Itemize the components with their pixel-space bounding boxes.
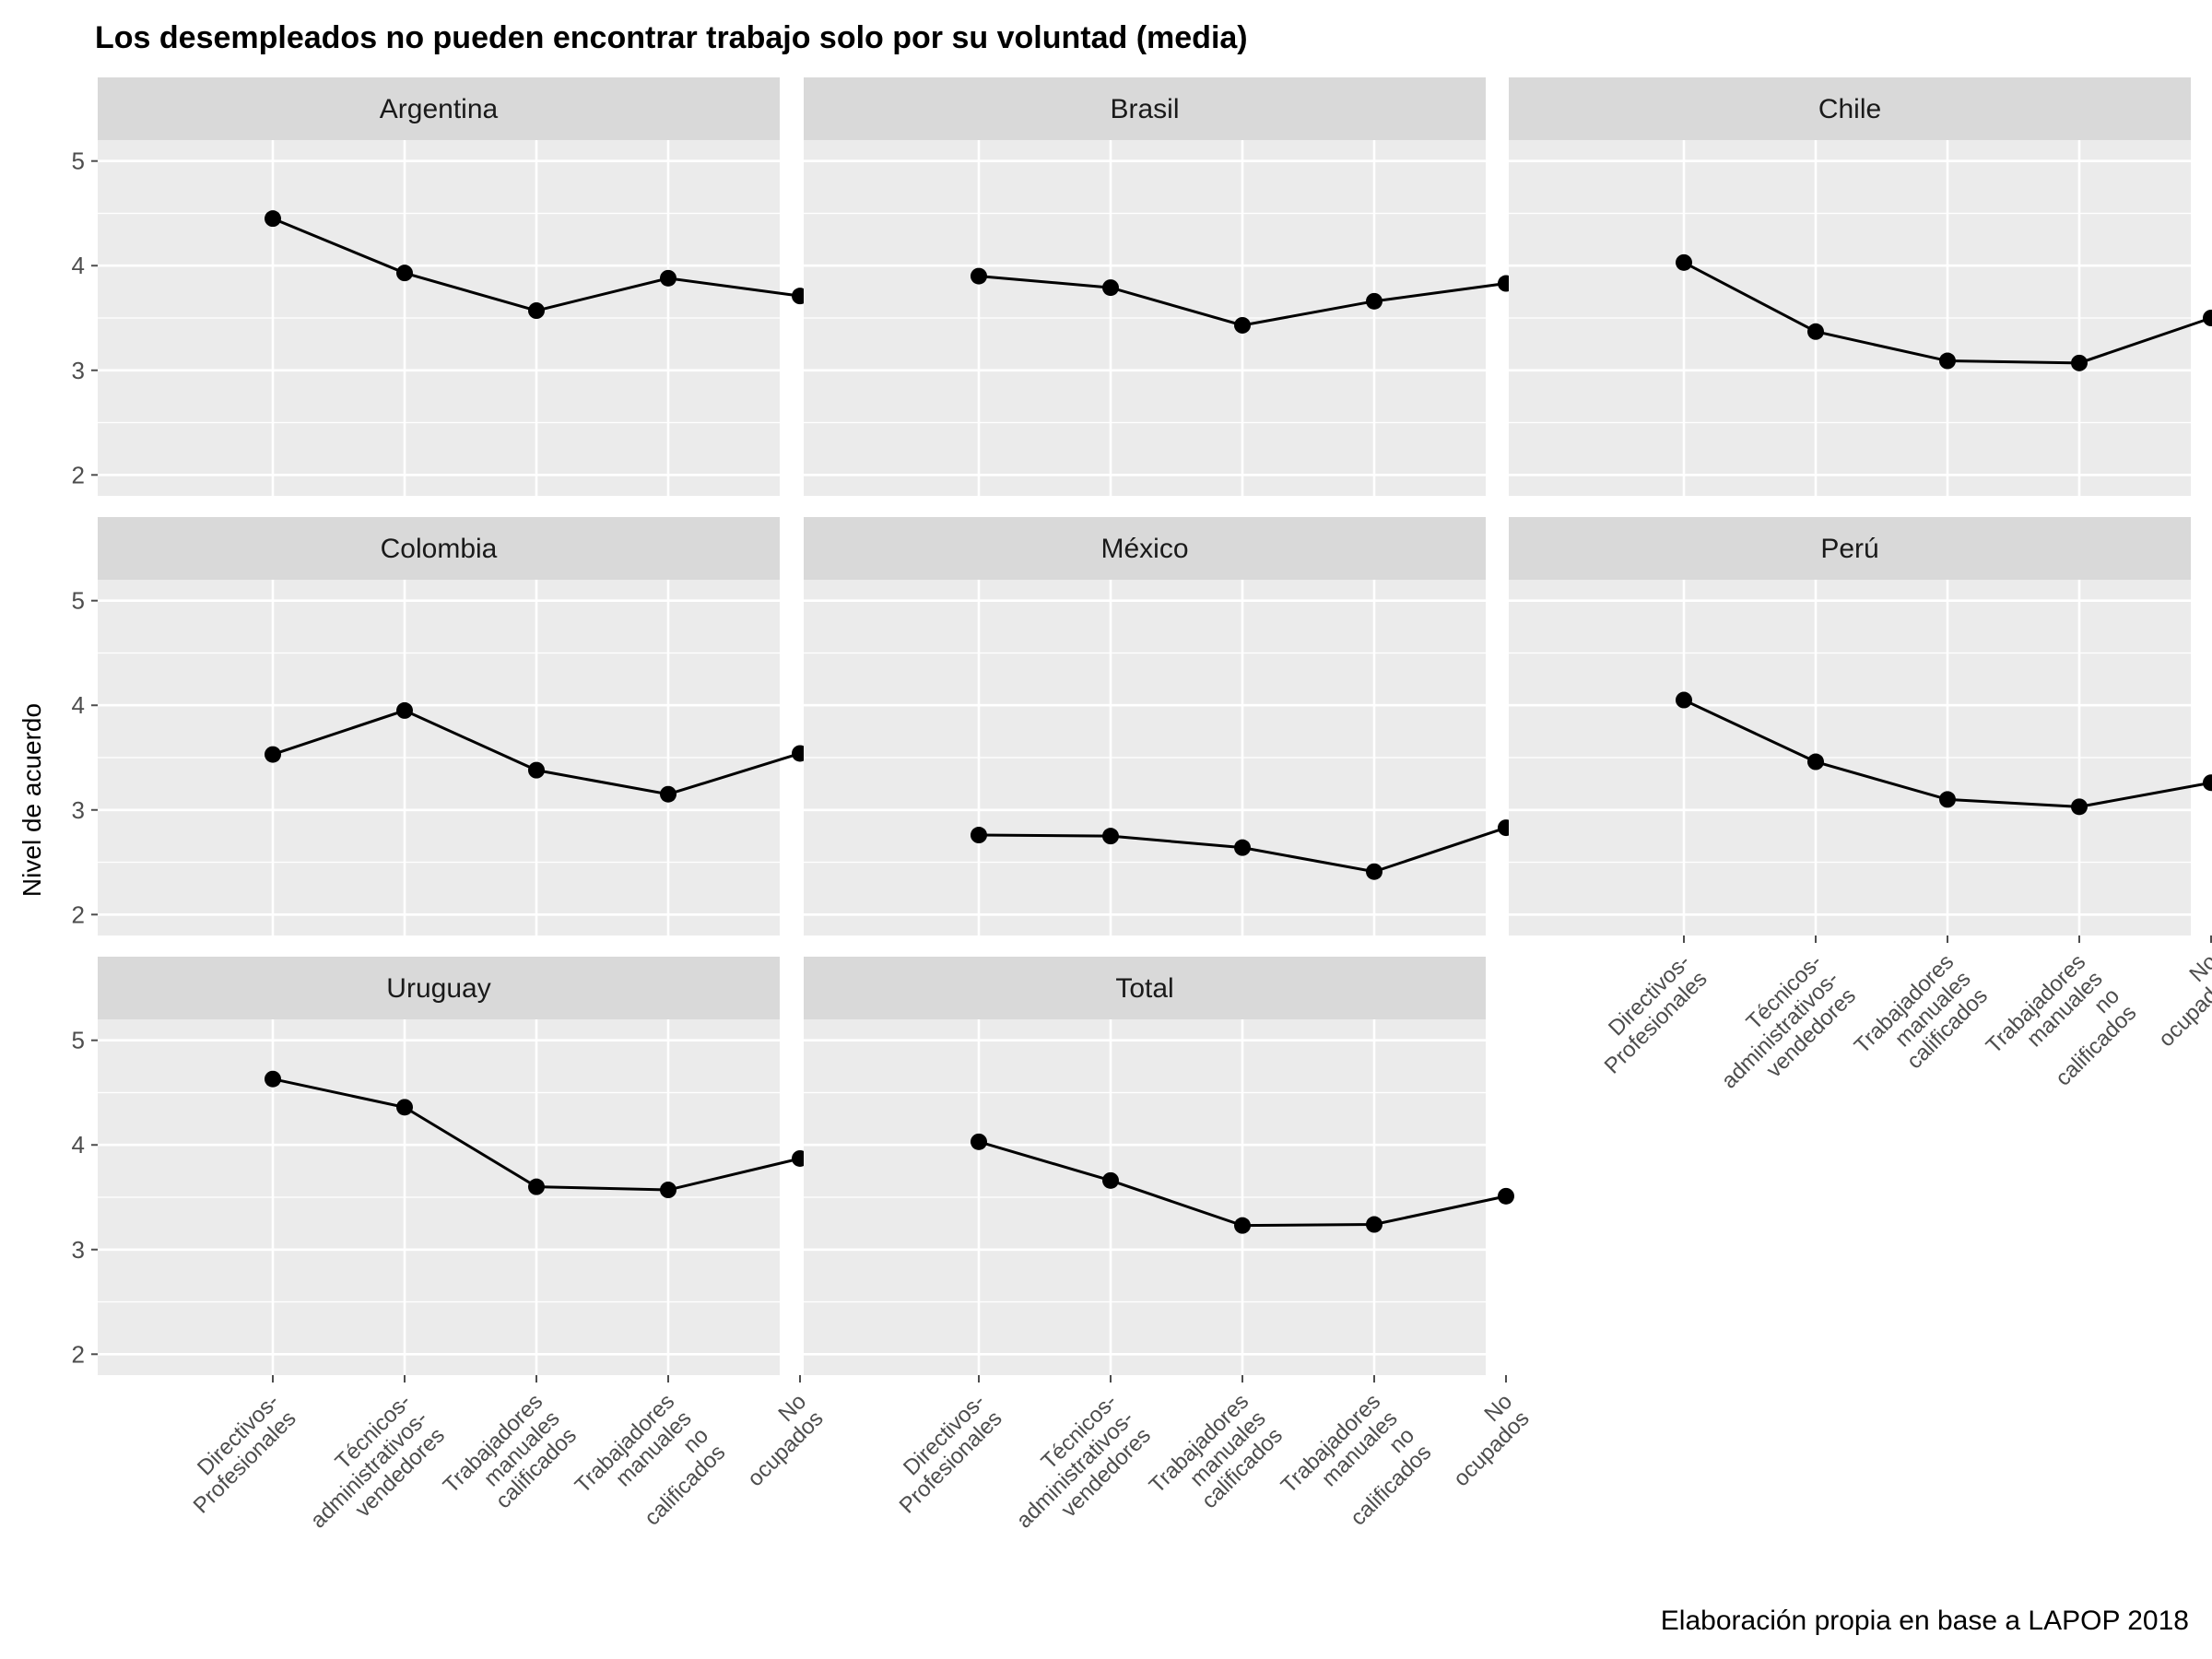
data-point <box>1807 323 1824 340</box>
y-tick-label: 2 <box>72 1340 85 1368</box>
data-point <box>1939 352 1956 370</box>
data-point <box>396 265 413 282</box>
y-tick-label: 3 <box>72 357 85 384</box>
data-point <box>1234 1217 1251 1234</box>
data-point <box>1102 1171 1119 1189</box>
x-tick-label: Trabajadoresmanualescalificados <box>1145 1389 1288 1532</box>
data-point <box>1234 839 1251 856</box>
data-point <box>528 761 545 779</box>
chart-title: Los desempleados no pueden encontrar tra… <box>95 20 1248 55</box>
x-tick-label: Técnicos-administrativos-vendedores <box>1700 949 1861 1111</box>
x-tick-label: Técnicos-administrativos-vendedores <box>994 1389 1156 1550</box>
data-point <box>1234 316 1251 334</box>
data-point <box>971 267 987 285</box>
data-point <box>660 1182 677 1199</box>
data-point <box>265 210 281 228</box>
panel-uruguay: Uruguay 2 3 4 5 Directivos-Profesionales Técni… <box>72 957 829 1550</box>
x-tick-label: Noocupados <box>726 1389 829 1491</box>
panel-strip <box>98 957 780 1019</box>
data-point <box>528 1178 545 1195</box>
panel-argentina: Argentina 2 3 4 5 <box>72 77 808 496</box>
y-tick-label: 3 <box>72 796 85 824</box>
data-point <box>265 1070 281 1088</box>
panel-colombia: Colombia 2 3 4 5 <box>72 517 808 935</box>
x-tick-label: Directivos-Profesionales <box>171 1389 300 1518</box>
panel-strip <box>1509 77 2191 140</box>
panel-label: Total <box>1115 973 1173 1004</box>
panel-strip <box>804 957 1486 1019</box>
data-point <box>1366 292 1382 310</box>
facet-panels: Argentina 2 3 4 5 Brasil Chile Colombia 2 3 4 5 Méxi… <box>72 77 2212 1550</box>
y-tick-label: 2 <box>72 900 85 928</box>
x-tick-label: Noocupados <box>1432 1389 1535 1491</box>
data-point <box>2071 354 2088 371</box>
panel-strip <box>804 77 1486 140</box>
y-tick-label: 5 <box>72 1027 85 1054</box>
x-tick-label: Trabajadoresmanualesnocalificados <box>1982 949 2142 1110</box>
data-point <box>1498 1187 1514 1205</box>
data-point <box>528 302 545 320</box>
data-point <box>1102 279 1119 297</box>
y-tick-label: 2 <box>72 461 85 488</box>
x-tick-label: Trabajadoresmanualesnocalificados <box>571 1389 731 1549</box>
y-tick-label: 4 <box>72 252 85 279</box>
x-tick-label: Técnicos-administrativos-vendedores <box>288 1389 450 1550</box>
x-tick-label: Directivos-Profesionales <box>877 1389 1006 1518</box>
panel-strip <box>804 517 1486 580</box>
panel-label: Brasil <box>1110 94 1179 124</box>
data-point <box>971 827 987 844</box>
panel-strip <box>98 517 780 580</box>
chart-caption: Elaboración propia en base a LAPOP 2018 <box>1661 1606 2189 1636</box>
y-tick-label: 4 <box>72 1131 85 1159</box>
data-point <box>660 785 677 803</box>
panel-label: Argentina <box>380 94 499 124</box>
panel-total: Total Directivos-Profesionales Técnicos-ad… <box>804 957 1535 1550</box>
panel-peru: Perú Directivos-Profesionales Técnicos-adm… <box>1509 517 2212 1111</box>
data-point <box>1676 691 1692 709</box>
data-point <box>265 746 281 763</box>
y-tick-label: 5 <box>72 147 85 175</box>
panel-label: México <box>1100 534 1188 564</box>
x-tick-label: Trabajadoresmanualescalificados <box>439 1389 582 1532</box>
data-point <box>2071 798 2088 816</box>
data-point <box>660 269 677 287</box>
data-point <box>1366 1216 1382 1233</box>
data-point <box>2203 774 2212 792</box>
panel-strip <box>1509 517 2191 580</box>
y-axis-title: Nivel de acuerdo <box>18 703 46 897</box>
data-point <box>1366 863 1382 880</box>
data-point <box>1676 253 1692 271</box>
data-point <box>396 701 413 719</box>
panel-strip <box>98 77 780 140</box>
panel-brasil: Brasil <box>804 77 1514 496</box>
panel-label: Colombia <box>381 534 498 564</box>
x-tick-label: Directivos-Profesionales <box>1583 949 1712 1078</box>
x-tick-label: Trabajadoresmanualescalificados <box>1850 949 1993 1092</box>
y-tick-label: 3 <box>72 1236 85 1264</box>
x-tick-label: Noocupados <box>2137 949 2212 1052</box>
data-point <box>1939 791 1956 808</box>
panel-label: Uruguay <box>386 973 490 1004</box>
data-point <box>2203 310 2212 326</box>
y-tick-label: 4 <box>72 691 85 719</box>
panel-mexico: México <box>804 517 1514 935</box>
data-point <box>396 1099 413 1116</box>
panel-label: Chile <box>1818 94 1881 124</box>
data-point <box>1102 828 1119 845</box>
y-tick-label: 5 <box>72 587 85 615</box>
panel-chile: Chile <box>1509 77 2212 496</box>
x-tick-label: Trabajadoresmanualesnocalificados <box>1277 1389 1437 1549</box>
panel-label: Perú <box>1820 534 1878 564</box>
data-point <box>971 1133 987 1150</box>
data-point <box>1807 753 1824 771</box>
